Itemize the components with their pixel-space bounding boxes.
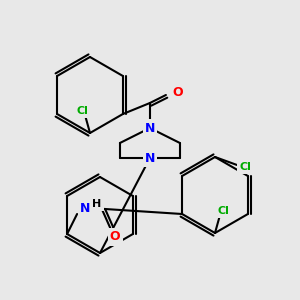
Text: H: H (92, 199, 102, 209)
Text: Cl: Cl (239, 162, 251, 172)
Text: N: N (145, 122, 155, 134)
Text: Cl: Cl (76, 106, 88, 116)
Text: Cl: Cl (217, 206, 229, 216)
Text: N: N (145, 152, 155, 164)
Text: N: N (80, 202, 90, 215)
Text: O: O (110, 230, 120, 244)
Text: O: O (172, 86, 183, 100)
